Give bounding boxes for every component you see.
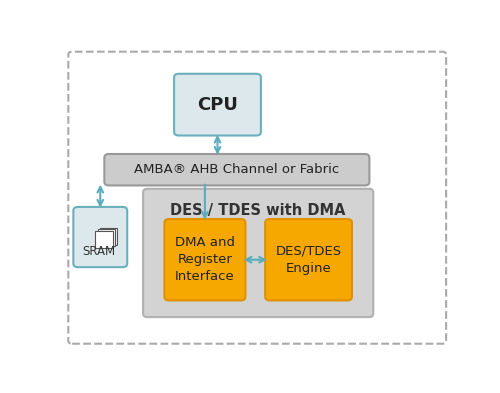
Text: DES/TDES
Engine: DES/TDES Engine bbox=[276, 245, 342, 275]
FancyBboxPatch shape bbox=[104, 154, 370, 185]
FancyBboxPatch shape bbox=[265, 219, 352, 300]
FancyBboxPatch shape bbox=[68, 52, 446, 344]
Text: DES / TDES with DMA: DES / TDES with DMA bbox=[170, 203, 346, 218]
Bar bbox=[98, 230, 116, 246]
Text: AMBA® AHB Channel or Fabric: AMBA® AHB Channel or Fabric bbox=[134, 163, 340, 176]
FancyBboxPatch shape bbox=[74, 207, 127, 267]
FancyBboxPatch shape bbox=[143, 189, 374, 317]
Bar bbox=[95, 231, 113, 248]
Text: SRAM: SRAM bbox=[82, 245, 116, 258]
Text: CPU: CPU bbox=[197, 95, 238, 114]
FancyBboxPatch shape bbox=[174, 74, 261, 136]
Text: DMA and
Register
Interface: DMA and Register Interface bbox=[175, 236, 235, 283]
FancyBboxPatch shape bbox=[164, 219, 246, 300]
Bar bbox=[100, 228, 117, 244]
